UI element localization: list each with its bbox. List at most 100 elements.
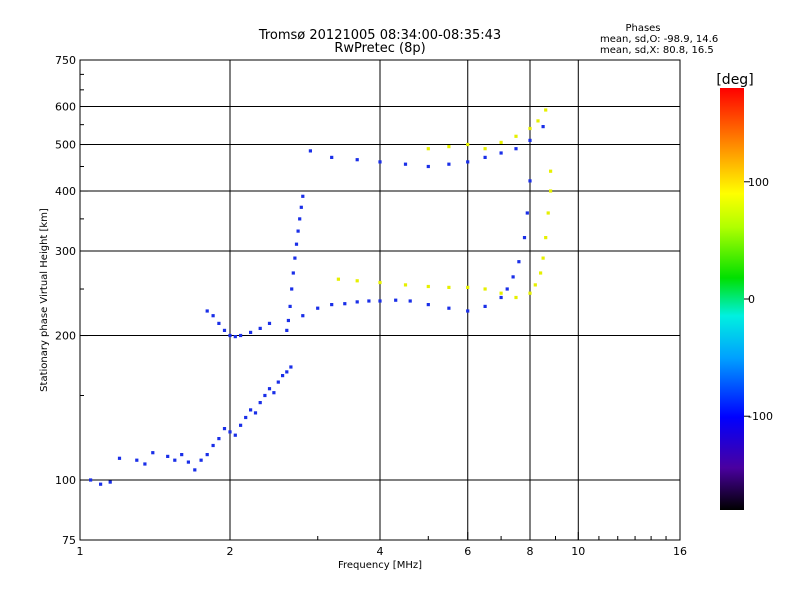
data-point xyxy=(466,142,470,147)
x-tick-label-5: 10 xyxy=(571,545,585,558)
x-axis-label: Frequency [MHz] xyxy=(338,560,422,571)
data-point xyxy=(173,458,177,462)
y-tick-label-0: 75 xyxy=(62,534,76,547)
data-point xyxy=(546,211,550,215)
data-point xyxy=(193,468,197,472)
series-2 xyxy=(285,194,305,332)
data-point xyxy=(549,189,553,193)
data-point xyxy=(249,330,253,334)
y-tick-label-4: 400 xyxy=(55,185,76,198)
data-point xyxy=(403,283,408,287)
data-point xyxy=(544,236,548,240)
data-point xyxy=(330,155,334,159)
data-point xyxy=(517,260,521,264)
data-point xyxy=(426,303,430,307)
y-axis: 75 100 200 300 400 500 600 750 xyxy=(55,54,88,547)
data-point xyxy=(394,298,398,302)
x-tick-label-2: 4 xyxy=(377,545,384,558)
data-point xyxy=(272,391,276,395)
chart-title: Tromsø 20121005 08:34:00-08:35:43 xyxy=(258,28,501,43)
data-point xyxy=(522,236,527,240)
data-point xyxy=(267,387,272,391)
data-point xyxy=(205,453,209,457)
data-point xyxy=(378,160,382,164)
series-6 xyxy=(426,108,548,151)
data-point xyxy=(199,458,203,462)
data-point xyxy=(539,271,543,275)
data-point xyxy=(228,430,232,434)
series-4 xyxy=(336,169,553,300)
data-point xyxy=(336,277,340,281)
data-point xyxy=(289,365,293,369)
colorbar-tick-label-0: 100 xyxy=(748,176,769,189)
data-point xyxy=(483,155,487,159)
data-point xyxy=(541,125,545,129)
data-point xyxy=(299,205,303,209)
data-point xyxy=(514,134,518,138)
x-tick-label-0: 1 xyxy=(77,545,84,558)
series-0 xyxy=(89,365,293,486)
data-point xyxy=(263,393,267,398)
x-tick-label-3: 6 xyxy=(464,545,471,558)
data-point xyxy=(447,162,451,166)
colorbar-tick-label-2: -100 xyxy=(748,410,773,423)
chart-subtitle: RwPretec (8p) xyxy=(334,41,425,56)
series-1 xyxy=(205,309,272,339)
data-point xyxy=(135,458,139,462)
y-tick-label-2: 200 xyxy=(55,330,76,343)
data-point xyxy=(293,256,297,260)
data-point xyxy=(426,164,430,169)
data-point xyxy=(211,443,215,448)
data-point xyxy=(466,160,470,164)
y-tick-label-5: 500 xyxy=(55,139,76,152)
data-point xyxy=(466,285,470,289)
data-point xyxy=(533,283,537,287)
data-point xyxy=(544,108,548,112)
data-point xyxy=(301,314,305,318)
data-point xyxy=(426,147,430,151)
data-point xyxy=(205,309,209,313)
data-point xyxy=(267,321,272,325)
data-point xyxy=(514,147,518,151)
data-point xyxy=(316,306,320,310)
data-point xyxy=(536,119,540,123)
data-point xyxy=(222,427,227,431)
data-point xyxy=(511,275,515,279)
data-point xyxy=(143,462,147,466)
data-point xyxy=(233,335,237,339)
data-point xyxy=(285,328,289,332)
data-point xyxy=(222,328,227,332)
data-point xyxy=(276,380,280,384)
data-point xyxy=(166,454,170,458)
colorbar-tick-label-1: 0 xyxy=(748,293,755,306)
data-point xyxy=(239,423,243,427)
data-point xyxy=(290,287,294,291)
data-point xyxy=(483,147,487,151)
data-point xyxy=(499,295,503,300)
data-point xyxy=(355,279,359,283)
data-point xyxy=(298,217,302,221)
legend-line-o: mean, sd,O: -98.9, 14.6 xyxy=(600,34,718,45)
data-point xyxy=(355,158,359,162)
data-point xyxy=(258,401,262,405)
data-point xyxy=(233,433,237,437)
legend-line-x: mean, sd,X: 80.8, 16.5 xyxy=(600,45,714,56)
y-tick-label-6: 600 xyxy=(55,101,76,114)
x-axis: 1 2 4 6 8 10 16 xyxy=(77,532,687,558)
data-point xyxy=(528,179,532,183)
data-point xyxy=(426,284,430,289)
data-point xyxy=(483,304,487,308)
data-point xyxy=(466,309,470,313)
data-point xyxy=(330,303,334,307)
data-point xyxy=(285,370,289,374)
data-point xyxy=(239,333,243,338)
data-point xyxy=(525,211,529,215)
data-point xyxy=(403,162,408,166)
data-point xyxy=(499,291,503,295)
y-axis-label: Stationary phase Virtual Height [km] xyxy=(39,208,50,392)
data-point xyxy=(108,480,112,484)
data-point xyxy=(228,333,232,338)
data-point xyxy=(378,280,382,285)
data-point xyxy=(291,271,295,275)
data-point xyxy=(367,299,371,303)
